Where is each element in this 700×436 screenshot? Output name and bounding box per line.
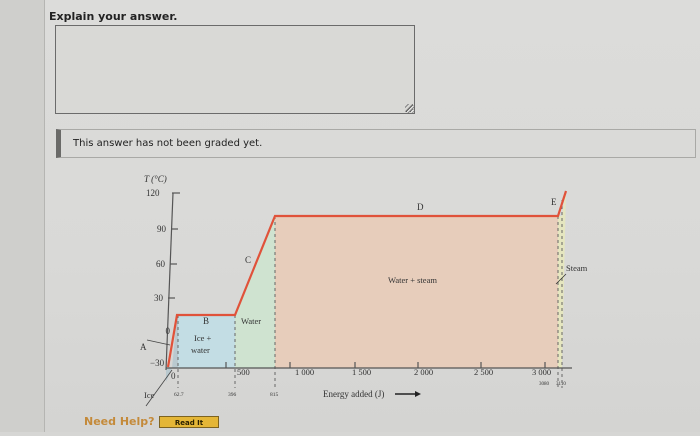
label-b: B	[203, 316, 209, 326]
y-axis-title: T (°C)	[144, 174, 167, 184]
x-marker-3110: 3110	[556, 382, 566, 387]
read-it-button[interactable]: Read It	[159, 416, 219, 428]
region-ice-water	[178, 315, 235, 368]
x-axis-arrowhead	[415, 391, 421, 397]
x-tick-1000: 1 000	[295, 367, 314, 377]
left-margin	[0, 0, 45, 432]
axes	[165, 192, 572, 371]
x-tick-0: 0	[171, 371, 176, 381]
ice-pointer	[145, 369, 173, 407]
x-marker-815: 815	[270, 392, 279, 398]
y-tick-30: 30	[154, 293, 164, 303]
label-ice-water-2: water	[191, 345, 210, 355]
x-marker-396: 396	[228, 392, 237, 398]
x-tick-500: 500	[237, 367, 250, 377]
label-e: E	[551, 197, 557, 207]
resize-handle-icon[interactable]	[405, 104, 414, 113]
label-d: D	[417, 202, 424, 212]
region-water-steam	[275, 216, 558, 368]
x-tick-2500: 2 500	[474, 367, 493, 377]
heating-curve-line	[166, 190, 568, 368]
x-marker-3080: 3080	[539, 382, 550, 387]
x-marker-62-7: 62.7	[174, 392, 184, 398]
y-tick-minus30: −30	[150, 358, 165, 368]
energy-markers	[177, 200, 563, 388]
region-water	[235, 216, 275, 368]
region-ice-transition	[172, 315, 178, 368]
y-tick-60: 60	[156, 259, 166, 269]
y-tick-120: 120	[146, 188, 160, 198]
label-a: A	[140, 342, 147, 352]
x-tick-1500: 1 500	[352, 367, 371, 377]
a-pointer	[146, 339, 171, 346]
y-tick-0: 0	[166, 326, 171, 336]
x-tick-2000: 2 000	[414, 367, 433, 377]
label-ice: Ice	[144, 390, 155, 400]
need-help-label: Need Help?	[84, 415, 155, 428]
x-tick-3000: 3 000	[532, 367, 551, 377]
steam-pointer	[555, 273, 567, 285]
label-water-steam: Water + steam	[388, 275, 437, 285]
graded-status-text: This answer has not been graded yet.	[73, 138, 263, 149]
label-ice-water-1: Ice +	[194, 333, 212, 343]
label-steam: Steam	[566, 263, 588, 273]
y-tick-90: 90	[157, 224, 167, 234]
answer-textarea[interactable]	[55, 25, 415, 114]
label-c: C	[245, 255, 251, 265]
label-water: Water	[241, 316, 261, 326]
graded-status-banner: This answer has not been graded yet.	[56, 129, 696, 158]
question-prompt: Explain your answer.	[49, 10, 178, 23]
x-axis-title: Energy added (J)	[323, 389, 384, 399]
